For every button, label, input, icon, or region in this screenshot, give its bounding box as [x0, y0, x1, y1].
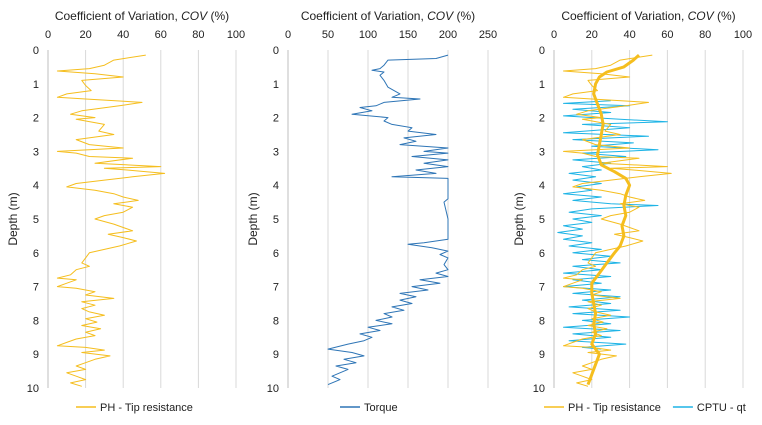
x-tick-label: 0: [551, 29, 557, 41]
y-tick-label: 4: [539, 180, 545, 192]
chart-3: 0 20 40 60 80 100 0 1 2 3 4 5 6 7 8 9 10 Coefficient of V…: [512, 9, 752, 414]
x-tick-label: 80: [192, 29, 204, 41]
y-tick-label: 5: [273, 214, 279, 226]
y-tick-label: 1: [539, 79, 545, 91]
y-tick-label: 1: [33, 79, 39, 91]
x-tick-label: 100: [734, 29, 752, 41]
x-tick-label: 0: [285, 29, 291, 41]
x-tick-label: 40: [117, 29, 129, 41]
legend-label: CPTU - qt: [697, 402, 746, 414]
y-axis-title: Depth (m): [6, 192, 20, 245]
x-tick-label: 100: [359, 29, 377, 41]
legend-label: PH - Tip resistance: [568, 402, 661, 414]
y-tick-label: 3: [33, 146, 39, 158]
y-tick-label: 7: [33, 282, 39, 294]
y-tick-label: 6: [33, 248, 39, 260]
y-tick-label: 7: [539, 282, 545, 294]
series-cptu-qt: [557, 100, 668, 350]
y-tick-label: 8: [33, 315, 39, 327]
y-tick-label: 4: [273, 180, 279, 192]
series-ph-tip-resistance: [563, 54, 672, 387]
x-axis-title: Coefficient of Variation, COV (%): [55, 9, 229, 23]
y-axis-title: Depth (m): [246, 192, 260, 245]
x-tick-label: 60: [661, 29, 673, 41]
y-tick-label: 2: [273, 113, 279, 125]
y-tick-label: 9: [33, 349, 39, 361]
x-tick-label: 40: [623, 29, 635, 41]
y-axis-title: Depth (m): [512, 192, 526, 245]
x-tick-label: 20: [586, 29, 598, 41]
legend-label: Torque: [364, 402, 398, 414]
legend: PH - Tip resistance: [76, 402, 193, 414]
x-axis-title: Coefficient of Variation, COV (%): [301, 9, 475, 23]
y-tick-label: 7: [273, 282, 279, 294]
y-tick-label: 6: [273, 248, 279, 260]
legend-label: PH - Tip resistance: [100, 402, 193, 414]
series-ph-tip-resistance: [56, 54, 166, 387]
x-tick-label: 60: [155, 29, 167, 41]
x-tick-label: 100: [227, 29, 245, 41]
y-tick-label: 10: [533, 383, 545, 395]
chart-1: 0 20 40 60 80 100 0 1 2 3 4 5 6 7 8 9 10 Coefficient of V…: [6, 9, 245, 414]
legend: PH - Tip resistance CPTU - qt: [544, 402, 746, 414]
y-tick-label: 0: [539, 45, 545, 57]
x-tick-label: 150: [399, 29, 417, 41]
y-tick-label: 0: [273, 45, 279, 57]
y-tick-label: 3: [539, 146, 545, 158]
chart-2: 0 50 100 150 200 250 0 1 2 3 4 5 6 7 8 9 10 Coefficient o…: [246, 9, 497, 414]
legend: Torque: [340, 402, 398, 414]
y-tick-label: 9: [539, 349, 545, 361]
y-tick-label: 5: [33, 214, 39, 226]
y-tick-label: 2: [539, 113, 545, 125]
x-tick-label: 50: [322, 29, 334, 41]
y-tick-label: 3: [273, 146, 279, 158]
y-tick-label: 8: [539, 315, 545, 327]
y-tick-label: 8: [273, 315, 279, 327]
y-tick-label: 4: [33, 180, 39, 192]
series-torque: [327, 54, 449, 386]
y-tick-label: 10: [27, 383, 39, 395]
x-axis-title: Coefficient of Variation, COV (%): [561, 9, 735, 23]
x-tick-label: 80: [699, 29, 711, 41]
x-tick-label: 0: [45, 29, 51, 41]
x-tick-label: 20: [79, 29, 91, 41]
series-moving-average: [586, 53, 640, 386]
y-tick-label: 6: [539, 248, 545, 260]
y-tick-label: 1: [273, 79, 279, 91]
y-tick-label: 10: [267, 383, 279, 395]
x-tick-label: 250: [479, 29, 497, 41]
y-tick-label: 2: [33, 113, 39, 125]
x-tick-label: 200: [439, 29, 457, 41]
y-tick-label: 9: [273, 349, 279, 361]
y-tick-label: 0: [33, 45, 39, 57]
y-tick-label: 5: [539, 214, 545, 226]
